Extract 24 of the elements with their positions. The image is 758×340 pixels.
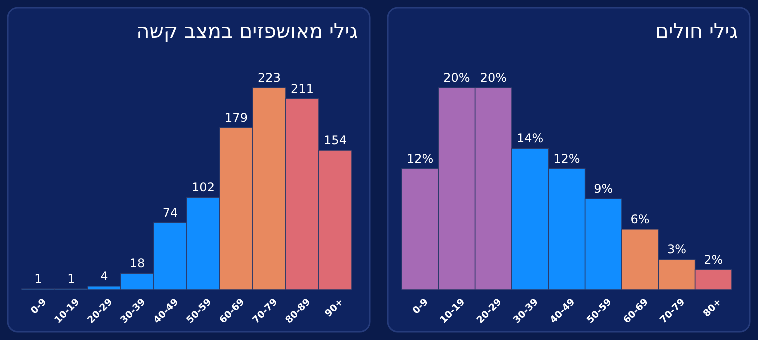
data-label: 1 <box>34 272 42 286</box>
data-label: 2% <box>704 252 724 267</box>
x-tick-label: 0-9 <box>29 296 50 317</box>
data-label: 4 <box>100 269 108 284</box>
data-label: 154 <box>324 134 347 148</box>
data-label: 1 <box>68 272 76 286</box>
x-tick-label: 80+ <box>702 296 724 320</box>
data-label: 20% <box>480 71 508 85</box>
data-label: 12% <box>554 152 580 166</box>
data-label: 223 <box>258 71 281 85</box>
chart-title: גילי מאושפזים במצב קשה <box>136 19 358 43</box>
data-label: 6% <box>630 212 650 226</box>
data-label: 20% <box>444 71 470 85</box>
data-label: 3% <box>667 242 687 257</box>
data-label: 18 <box>130 256 146 271</box>
data-label: 211 <box>291 82 314 96</box>
data-label: 74 <box>162 206 178 220</box>
x-tick-label: 0-9 <box>411 296 431 317</box>
data-label: 179 <box>225 110 248 125</box>
data-label: 9% <box>594 182 614 196</box>
data-label: 14% <box>516 132 544 146</box>
data-label: 12% <box>406 152 434 166</box>
chart-title: גילי חולים <box>655 19 738 43</box>
data-label: 102 <box>192 180 215 195</box>
